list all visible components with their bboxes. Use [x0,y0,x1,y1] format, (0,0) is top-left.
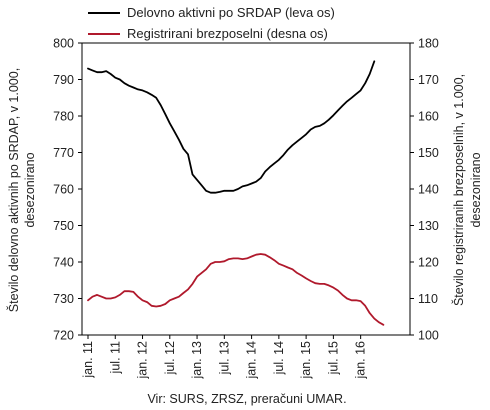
left-tick-label: 750 [53,219,74,233]
right-tick-label: 120 [418,256,439,270]
right-tick-label: 100 [418,329,439,343]
right-tick-label: 110 [418,292,438,306]
x-tick-label: jan. 12 [136,341,150,380]
left-tick-label: 780 [53,110,74,124]
x-tick-label: jul. 13 [217,341,231,375]
x-tick-label: jan. 16 [354,341,368,380]
right-tick-label: 180 [418,37,439,51]
legend-label-unemployed: Registrirani brezposelni (desna os) [127,26,328,41]
series-lines [87,60,385,326]
left-tick-label: 760 [53,183,74,197]
left-tick-label: 770 [53,146,74,160]
legend-label-employed: Delovno aktivni po SRDAP (leva os) [127,5,335,20]
left-tick-label: 740 [53,256,74,270]
x-tick-label: jul. 12 [163,341,177,375]
left-tick-label: 730 [53,292,74,306]
left-tick-label: 800 [53,37,74,51]
source-note: Vir: SURS, ZRSZ, preračuni UMAR. [147,392,346,406]
x-tick-label: jan. 15 [299,341,313,380]
right-tick-label: 130 [418,219,439,233]
x-tick-label: jan. 13 [190,341,204,380]
right-tick-label: 160 [418,110,439,124]
x-axis: jan. 11 jul. 11 jan. 12 jul. 12 jan. 13 jul. … [81,335,368,380]
right-tick-label: 140 [418,183,439,197]
right-axis-title-line1: Število registriranih brezposelnih, v 1.… [451,74,466,306]
x-tick-label: jan. 11 [81,341,95,379]
x-tick-label: jan. 14 [245,341,259,380]
series-line-unemployed [87,253,385,326]
x-tick-label: jul. 11 [108,341,122,374]
left-axis: 720 730 740 750 760 770 780 790 800 [53,37,82,343]
x-tick-label: jul. 15 [326,341,340,375]
legend: Delovno aktivni po SRDAP (leva os) Regis… [88,5,335,41]
right-axis-title-line2: desezonirano [469,152,483,227]
right-tick-label: 150 [418,146,439,160]
series-line-employed [87,60,376,194]
x-tick-label: jul. 14 [272,341,286,375]
left-axis-title-line2: desezonirano [23,152,37,227]
left-tick-label: 790 [53,73,74,87]
left-axis-title-line1: Število delovno aktivnih po SRDAP, v 1.0… [6,68,21,312]
right-tick-label: 170 [418,73,439,87]
left-tick-label: 720 [53,329,74,343]
right-axis: 100 110 120 130 140 150 160 170 180 [410,37,439,343]
